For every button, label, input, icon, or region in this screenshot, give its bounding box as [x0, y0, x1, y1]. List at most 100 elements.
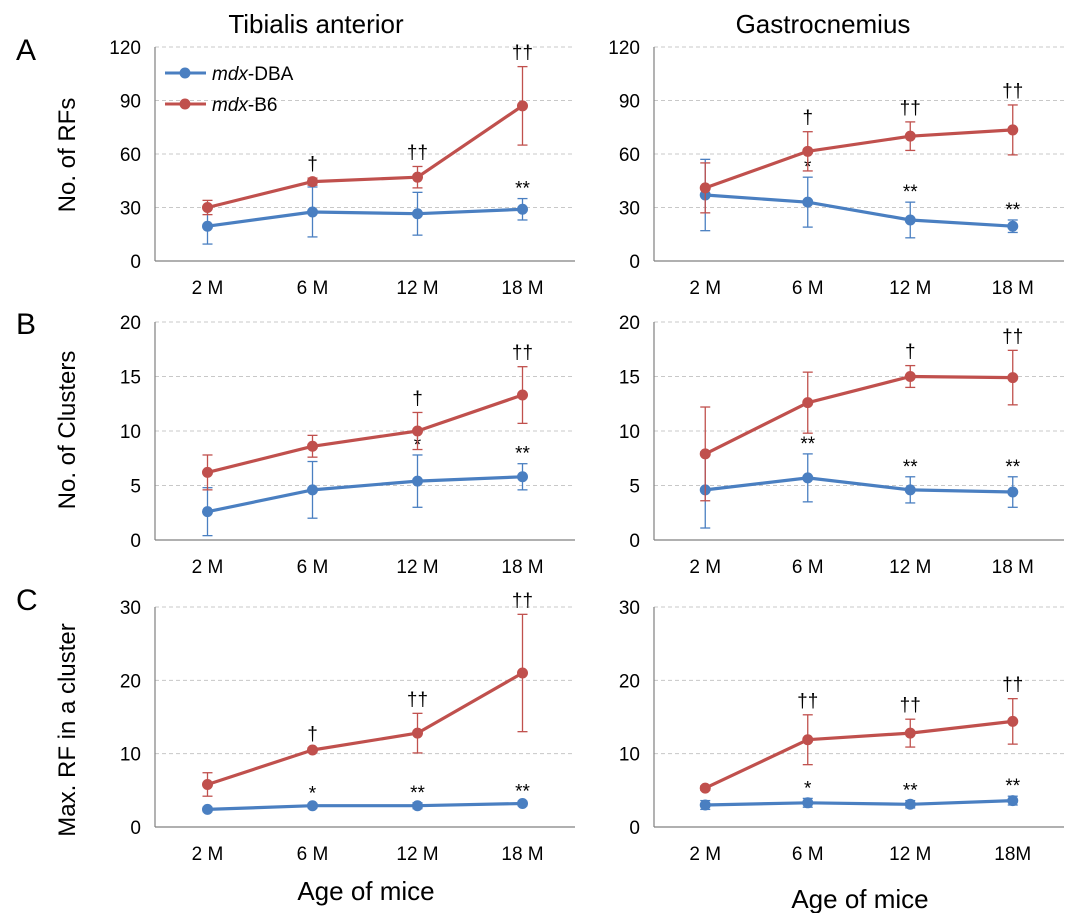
significance-mark-dba: ** — [1005, 200, 1020, 221]
y-tick-label: 20 — [619, 671, 640, 692]
data-point-dba — [412, 475, 423, 487]
y-tick-label: 15 — [619, 368, 640, 389]
x-tick-label: 18 M — [992, 278, 1034, 299]
series-line-dba — [705, 799, 1013, 807]
data-point-b6 — [202, 466, 213, 478]
significance-mark-dba: ** — [1005, 776, 1020, 797]
data-point-b6 — [517, 389, 528, 401]
data-point-b6 — [1007, 124, 1019, 136]
panel-letter-c: C — [16, 584, 38, 617]
series-line-b6 — [207, 104, 524, 210]
y-tick-label: 10 — [619, 422, 640, 443]
significance-mark-b6: †† — [1002, 81, 1023, 102]
data-point-b6 — [802, 397, 814, 409]
y-tick-label: 120 — [109, 38, 141, 59]
data-point-b6 — [1007, 372, 1019, 384]
y-tick-label: 90 — [120, 92, 141, 113]
y-tick-label: 0 — [130, 252, 141, 273]
panel-letter-a: A — [16, 34, 36, 67]
y-tick-label: 10 — [120, 745, 141, 766]
y-tick-label: 5 — [130, 477, 141, 498]
x-tick-label: 18 M — [501, 278, 543, 299]
panel-letter-b: B — [16, 308, 36, 341]
significance-mark-b6: †† — [512, 343, 533, 364]
significance-mark-dba: ** — [903, 182, 918, 203]
data-point-b6 — [802, 734, 814, 746]
significance-mark-dba: ** — [410, 783, 425, 804]
data-point-b6 — [904, 130, 916, 142]
data-point-b6 — [699, 448, 711, 460]
data-point-dba — [802, 797, 814, 809]
data-point-dba — [307, 800, 318, 812]
x-tick-label: 12 M — [889, 557, 931, 578]
significance-mark-dba: ** — [515, 179, 530, 200]
significance-mark-b6: †† — [407, 142, 428, 163]
data-point-dba — [202, 220, 213, 232]
data-point-b6 — [517, 667, 528, 679]
significance-mark-b6: † — [307, 724, 318, 745]
x-title-right: Age of mice — [791, 884, 928, 913]
data-point-dba — [1007, 220, 1019, 232]
x-tick-label: 6 M — [792, 278, 824, 299]
significance-mark-b6: † — [307, 154, 318, 175]
significance-mark-dba: * — [309, 784, 317, 805]
y-tick-label: 0 — [130, 531, 141, 552]
significance-mark-b6: †† — [900, 695, 921, 716]
significance-mark-dba: ** — [1005, 457, 1020, 478]
x-tick-label: 2 M — [192, 844, 224, 865]
series-line-dba — [207, 207, 523, 228]
data-point-b6 — [202, 778, 213, 790]
series-line-b6 — [704, 374, 1013, 456]
data-point-b6 — [307, 440, 318, 452]
legend-label-dba: mdx-DBA — [212, 64, 294, 85]
x-tick-label: 2 M — [689, 278, 721, 299]
y-tick-label: 30 — [619, 598, 640, 619]
y-tick-label: 10 — [120, 422, 141, 443]
data-point-b6 — [699, 182, 711, 194]
y-tick-label: 15 — [120, 368, 141, 389]
series-line-b6 — [207, 671, 524, 787]
series-line-dba — [705, 476, 1013, 494]
series-line-b6 — [207, 393, 524, 474]
x-tick-label: 18 M — [992, 557, 1034, 578]
legend: mdx-DBA mdx-B6 — [165, 64, 294, 116]
data-point-b6 — [412, 171, 423, 183]
x-tick-label: 2 M — [192, 278, 224, 299]
data-point-b6 — [802, 145, 814, 157]
y-tick-label: 60 — [120, 145, 141, 166]
data-point-dba — [412, 208, 423, 220]
data-point-dba — [517, 203, 528, 215]
x-tick-label: 12 M — [889, 278, 931, 299]
x-tick-label: 18 M — [501, 844, 543, 865]
y-tick-label: 0 — [629, 531, 640, 552]
x-tick-label: 12 M — [889, 844, 931, 865]
data-point-dba — [1007, 795, 1019, 807]
legend-marker-dba — [179, 67, 191, 79]
significance-mark-b6: †† — [512, 43, 533, 64]
y-tick-label: 30 — [619, 199, 640, 220]
significance-mark-b6: †† — [512, 590, 533, 611]
x-tick-label: 12 M — [396, 844, 438, 865]
y-tick-label: 30 — [120, 598, 141, 619]
legend-label-dba-rest: -DBA — [248, 64, 294, 85]
legend-label-b6-italic: mdx — [212, 95, 249, 116]
series-line-b6 — [704, 719, 1013, 790]
significance-mark-b6: †† — [1002, 675, 1023, 696]
data-point-dba — [307, 206, 318, 218]
y-tick-label: 10 — [619, 745, 640, 766]
significance-mark-dba: ** — [800, 434, 815, 455]
data-point-dba — [202, 506, 213, 518]
series-line-dba — [705, 193, 1013, 228]
data-point-dba — [904, 484, 916, 496]
significance-mark-b6: †† — [797, 691, 818, 712]
data-point-b6 — [904, 371, 916, 382]
y-tick-label: 0 — [629, 252, 640, 273]
data-point-dba — [802, 196, 814, 208]
data-point-dba — [904, 798, 916, 810]
column-title-tibialis: Tibialis anterior — [228, 9, 404, 39]
x-tick-label: 6 M — [297, 278, 329, 299]
